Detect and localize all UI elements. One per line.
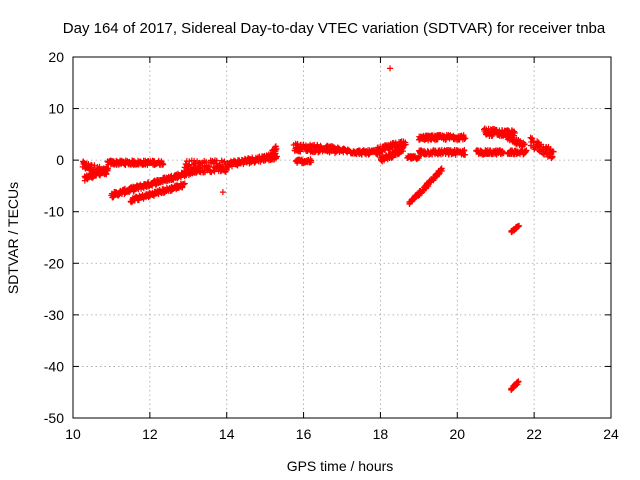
data-point [550,148,557,155]
data-point [515,378,522,385]
plot-frame [72,56,612,419]
y-tick-label: -40 [44,358,64,374]
data-point [270,151,277,158]
x-tick-label: 12 [142,426,158,442]
data-point [462,151,469,158]
data-point [511,130,518,137]
y-tick-label: 10 [48,101,64,117]
y-axis-label: SDTVAR / TECUs [5,182,21,294]
data-point [180,181,187,188]
data-point [219,189,226,196]
data-point [91,162,98,169]
data-points [79,65,557,394]
data-point [516,222,523,229]
x-axis-label: GPS time / hours [287,458,394,474]
y-axis: -50 -40 -30 -20 -10 0 10 20 [44,49,611,426]
data-point [499,148,506,155]
chart-title: Day 164 of 2017, Sidereal Day-to-day VTE… [63,20,606,37]
data-point [181,180,188,187]
data-point [160,161,167,168]
data-point [387,65,394,72]
data-point [523,147,530,154]
data-point [205,163,212,170]
x-tick-label: 18 [373,426,389,442]
data-point [185,162,192,169]
x-tick-label: 14 [219,426,235,442]
x-tick-label: 22 [526,426,542,442]
y-tick-label: 20 [48,49,64,65]
data-point [416,153,423,160]
data-point [549,153,556,160]
data-point [521,141,528,148]
data-point [273,153,280,160]
x-tick-label: 24 [603,426,619,442]
y-tick-label: -50 [44,410,64,426]
x-tick-label: 16 [296,426,312,442]
data-point [308,159,315,166]
data-point [461,147,468,154]
y-tick-label: -10 [44,204,64,220]
grid [73,57,611,418]
data-point [461,135,468,142]
x-axis: 10 12 14 16 18 20 22 24 [65,57,619,442]
data-point [462,135,469,142]
data-point [179,184,186,191]
data-point [522,148,529,155]
data-point [400,144,407,151]
y-tick-label: 0 [56,152,64,168]
data-point [159,160,166,167]
data-point [216,161,223,168]
data-point [529,135,536,142]
data-point [438,165,445,172]
y-tick-label: -30 [44,307,64,323]
data-point [294,140,301,147]
data-point [104,165,111,172]
y-tick-label: -20 [44,255,64,271]
data-point [273,145,280,152]
x-tick-label: 10 [65,426,81,442]
x-tick-label: 20 [449,426,465,442]
